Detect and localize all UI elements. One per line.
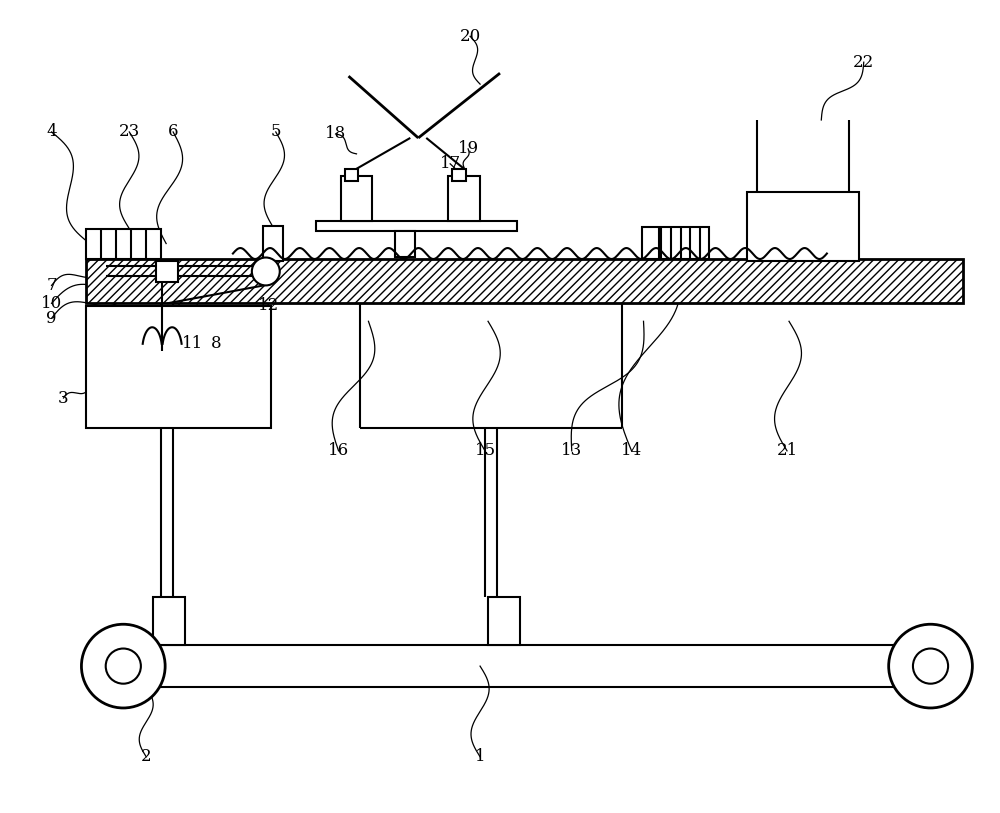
- Bar: [642, 227, 659, 259]
- Bar: [153, 598, 185, 646]
- Bar: [747, 192, 859, 262]
- Text: 2: 2: [141, 748, 152, 765]
- Text: 5: 5: [271, 124, 281, 141]
- Text: 22: 22: [853, 54, 874, 71]
- Text: 8: 8: [211, 335, 221, 352]
- Text: 10: 10: [41, 295, 62, 312]
- Text: 20: 20: [459, 28, 481, 45]
- Circle shape: [252, 258, 280, 285]
- Text: 16: 16: [328, 442, 349, 459]
- Bar: [448, 176, 480, 220]
- Text: 14: 14: [621, 442, 642, 459]
- Text: 9: 9: [46, 310, 57, 327]
- Bar: [395, 231, 415, 257]
- Circle shape: [106, 649, 141, 684]
- Bar: [488, 598, 520, 646]
- Text: 4: 4: [46, 124, 57, 141]
- Text: 12: 12: [258, 297, 279, 314]
- Text: 18: 18: [325, 125, 346, 142]
- Text: 23: 23: [119, 124, 140, 141]
- Text: 6: 6: [168, 124, 178, 141]
- Bar: [86, 228, 161, 259]
- Circle shape: [913, 649, 948, 684]
- Text: 13: 13: [561, 442, 582, 459]
- Text: 1: 1: [475, 748, 485, 765]
- Bar: [452, 169, 466, 180]
- Circle shape: [889, 624, 972, 708]
- Text: 15: 15: [474, 442, 496, 459]
- Text: 7: 7: [46, 277, 57, 294]
- Text: 11: 11: [182, 335, 204, 352]
- Bar: [661, 227, 709, 259]
- Bar: [156, 260, 178, 282]
- Bar: [316, 220, 517, 231]
- Bar: [86, 259, 963, 303]
- Text: 3: 3: [58, 389, 69, 406]
- Bar: [345, 169, 358, 180]
- Text: 17: 17: [440, 155, 461, 172]
- Text: 19: 19: [458, 141, 479, 158]
- Circle shape: [81, 624, 165, 708]
- Bar: [86, 307, 271, 428]
- Text: 21: 21: [776, 442, 798, 459]
- Bar: [341, 176, 372, 220]
- Bar: [263, 226, 283, 260]
